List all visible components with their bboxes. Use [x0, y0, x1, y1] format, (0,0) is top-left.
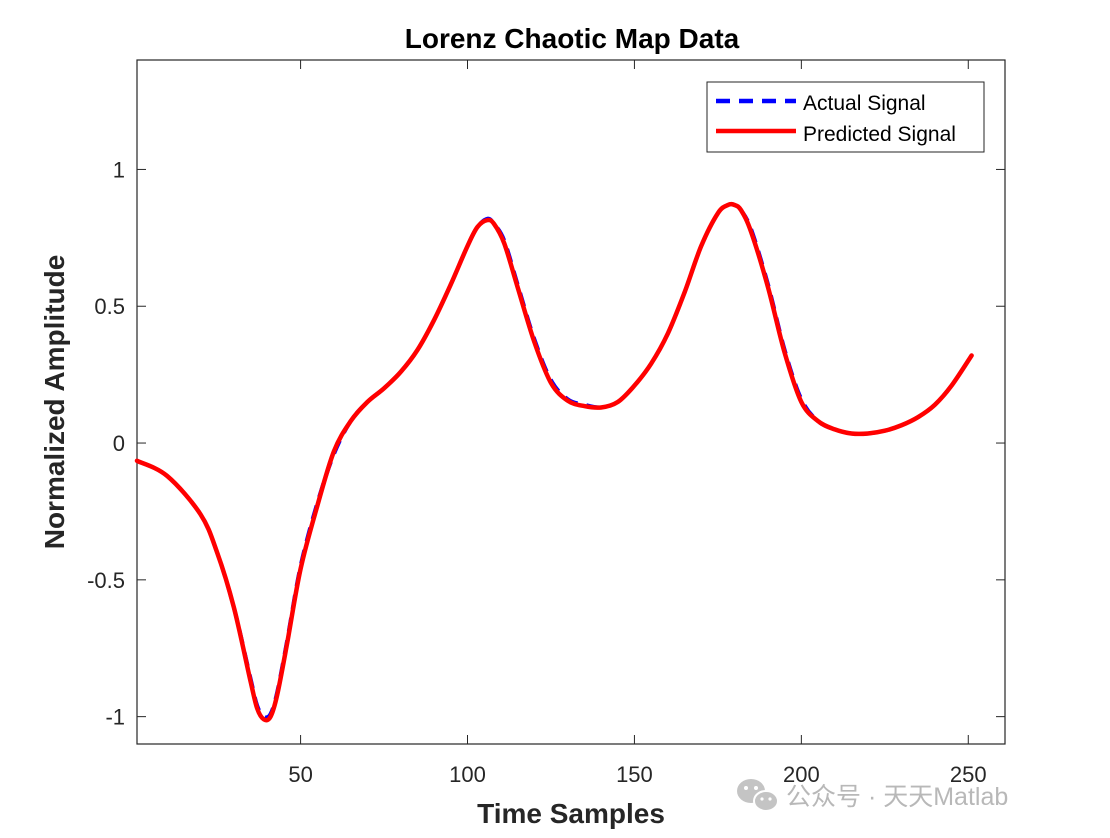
y-tick-label: 0: [113, 431, 125, 456]
chart-title: Lorenz Chaotic Map Data: [405, 23, 740, 54]
y-axis-label: Normalized Amplitude: [39, 255, 70, 550]
legend: Actual Signal Predicted Signal: [706, 81, 985, 153]
x-tick-label: 50: [288, 762, 312, 787]
legend-box: [706, 81, 985, 153]
watermark-text: 公众号 · 天天Matlab: [786, 783, 1008, 811]
series-layer: [134, 201, 974, 723]
x-tick-label: 100: [449, 762, 486, 787]
legend-label-actual: Actual Signal: [803, 92, 926, 115]
x-tick-label: 250: [950, 762, 987, 787]
y-tick-label: -0.5: [87, 568, 125, 593]
x-tick-label: 150: [616, 762, 653, 787]
y-tick-label: 0.5: [94, 294, 125, 319]
y-tick-label: -1: [105, 705, 125, 730]
plot-area: [136, 59, 1006, 745]
legend-label-predicted: Predicted Signal: [803, 123, 956, 146]
axes-box: [136, 59, 1006, 745]
y-tick-label: 1: [113, 157, 125, 182]
series-line-predicted-signal: [134, 201, 974, 723]
ticks: 50 100 150 200 250 -1 -0.5 0 0.5 1: [87, 60, 1005, 787]
x-axis-label: Time Samples: [477, 798, 665, 829]
watermark: 公众号 · 天天Matlab: [737, 779, 1008, 812]
x-tick-label: 200: [783, 762, 820, 787]
wechat-icon: [737, 779, 779, 812]
